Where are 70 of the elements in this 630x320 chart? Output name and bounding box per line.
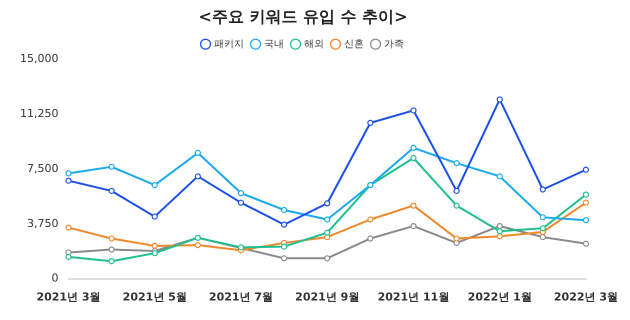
point	[324, 216, 330, 223]
point	[324, 230, 330, 236]
point	[65, 170, 72, 176]
legend-label: 가족	[384, 38, 404, 50]
point	[582, 200, 590, 206]
point	[108, 164, 115, 170]
point	[324, 200, 330, 207]
point	[152, 182, 158, 188]
point	[65, 254, 72, 260]
point	[453, 235, 460, 242]
point	[582, 192, 590, 198]
point	[540, 234, 546, 240]
point	[65, 178, 72, 184]
point	[540, 214, 546, 220]
point	[108, 258, 115, 264]
point	[540, 186, 546, 193]
x-tick-label: 2021년 5월	[122, 290, 187, 304]
legend-label: 패키지	[214, 38, 244, 50]
y-tick-label: 0	[51, 272, 58, 285]
point	[281, 255, 288, 262]
point	[410, 144, 417, 151]
point	[496, 233, 503, 240]
point	[540, 225, 546, 232]
x-tick-label: 2021년 11월	[378, 290, 450, 304]
point	[238, 190, 244, 196]
point	[281, 243, 288, 250]
point	[194, 150, 201, 156]
x-tick-label: 2022년 3월	[554, 290, 618, 304]
point	[152, 250, 158, 256]
y-tick-label: 11,250	[20, 106, 58, 120]
point	[410, 107, 417, 114]
point	[324, 255, 330, 262]
point	[453, 188, 460, 194]
point	[367, 235, 374, 242]
point	[496, 228, 503, 234]
point	[281, 222, 288, 228]
point	[65, 224, 72, 231]
point	[410, 222, 417, 230]
point	[194, 242, 201, 248]
legend-label: 국내	[264, 38, 284, 50]
point	[152, 242, 158, 249]
point	[453, 202, 460, 209]
x-tick-label: 2021년 7월	[208, 290, 274, 304]
x-tick-label: 2022년 1월	[468, 290, 532, 304]
y-tick-label: 7,500	[26, 162, 58, 175]
point	[367, 120, 374, 126]
point	[410, 202, 417, 209]
y-tick-label: 3,750	[26, 216, 58, 230]
point	[496, 96, 503, 103]
point	[108, 235, 115, 242]
point	[238, 200, 244, 206]
point	[496, 222, 503, 230]
point	[108, 188, 115, 194]
chart-title: <주요 키워드 유입 수 추이>	[198, 6, 408, 26]
point	[367, 216, 374, 223]
legend-label: 신혼	[344, 38, 364, 50]
point	[496, 173, 503, 180]
point	[194, 173, 201, 180]
x-tick-label: 2021년 3월	[36, 290, 101, 304]
point	[152, 213, 158, 220]
point	[410, 154, 417, 162]
point	[453, 160, 460, 166]
point	[281, 206, 288, 214]
point	[582, 217, 590, 224]
point	[108, 246, 115, 253]
x-tick-label: 2021년 9월	[295, 290, 360, 304]
point	[582, 166, 590, 173]
legend-label: 해외	[304, 38, 324, 50]
point	[582, 240, 590, 247]
y-tick-label: 15,000	[20, 52, 58, 66]
